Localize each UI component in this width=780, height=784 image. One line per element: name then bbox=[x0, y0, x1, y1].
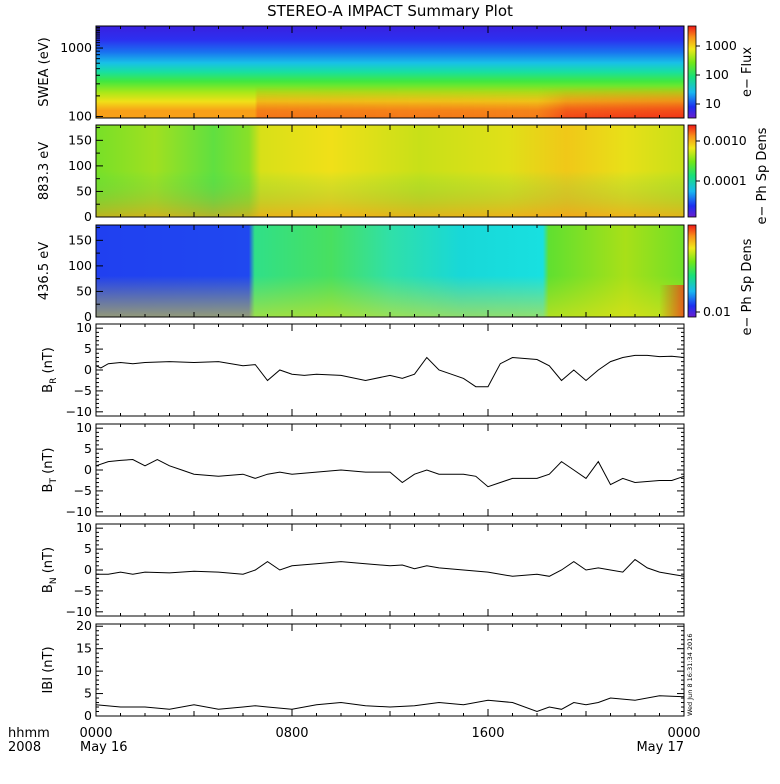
field-panel-1-y-label-unit: (nT) bbox=[41, 347, 56, 377]
spectrogram-1-y-tick-label: 1000 bbox=[60, 40, 92, 55]
field-panel-1-frame bbox=[95, 323, 685, 417]
field-panel-3-y-label-main: B bbox=[41, 584, 56, 593]
field-panel-3-y-label-unit: (nT) bbox=[41, 547, 56, 577]
generation-timestamp: Wed Jun 8 16:31:34 2016 bbox=[686, 634, 694, 716]
x-tick-time-label: 0000 bbox=[79, 726, 112, 741]
pitch-436-colorbar-tick-label: 0.01 bbox=[703, 304, 731, 319]
field-panel-4-y-tick-label: 20 bbox=[76, 618, 92, 633]
swea-colorbar-labels: 10 100 1000 e− Flux bbox=[696, 38, 755, 111]
field-panel-1-y-tick-label: −10 bbox=[66, 404, 92, 419]
spectrogram-2-y-tick-label: 100 bbox=[68, 158, 92, 173]
pitch-883-spectrogram-panel bbox=[96, 125, 684, 217]
field-panel-3-y-tick-label: −5 bbox=[74, 583, 92, 598]
spectrogram-2-y-axis: 0 50 100 150 883.3 eV bbox=[37, 127, 103, 224]
field-panel-3-y-tick-label: 10 bbox=[76, 520, 92, 535]
pitch-436-colorbar-labels: 0.01 e− Ph Sp Dens bbox=[696, 238, 755, 335]
pitch-883-colorbar-tick-label: 0.0010 bbox=[703, 133, 747, 148]
spectrogram-2-y-label: 883.3 eV bbox=[37, 142, 52, 200]
field-panel-3-y-tick-label: −10 bbox=[66, 604, 92, 619]
field-panel-2-y-label-sub: T bbox=[49, 478, 59, 485]
field-panel-1-y-label: BR (nT) bbox=[41, 347, 59, 393]
field-panel-1-y-tick-label: 10 bbox=[76, 320, 92, 335]
pitch-883-spectrogram-shading bbox=[96, 125, 684, 217]
field-panel-1-y-label-sub: R bbox=[49, 378, 59, 384]
field-panel-1-y-tick-label: 5 bbox=[84, 341, 92, 356]
x-axis-lead-label: 2008 bbox=[8, 740, 41, 755]
pitch-436-spectrogram-panel bbox=[96, 225, 684, 317]
x-tick-date-label: May 16 bbox=[80, 740, 128, 755]
field-panel-2-y-tick-label: 5 bbox=[84, 441, 92, 456]
spectrogram-3-y-axis: 0 50 100 150 436.5 eV bbox=[37, 227, 103, 324]
spectrogram-3-y-tick-label: 100 bbox=[68, 258, 92, 273]
field-panel-4-y-tick-label: 0 bbox=[84, 708, 92, 723]
field-panel-2-y-tick-label: 10 bbox=[76, 420, 92, 435]
field-panel-4-y-label-unit: (nT) bbox=[41, 646, 56, 676]
spectrogram-2-y-tick-label: 0 bbox=[84, 209, 92, 224]
pitch-883-colorbar bbox=[687, 124, 697, 218]
field-panel-3-y-axis: −10 −5 0 5 10 BN (nT) bbox=[41, 520, 684, 619]
pitch-436-spectrogram-corner bbox=[560, 285, 684, 317]
field-panel-2-y-label-main: B bbox=[41, 484, 56, 493]
field-panel-4-y-axis: 0 5 10 15 20 IBI (nT) bbox=[41, 618, 684, 723]
field-panel-4-y-tick-label: 10 bbox=[76, 663, 92, 678]
pitch-883-colorbar-label: e− Ph Sp Dens bbox=[755, 127, 770, 224]
field-panel-2-frame bbox=[95, 423, 685, 517]
x-tick-time-label: 0000 bbox=[667, 726, 700, 741]
pitch-436-colorbar bbox=[687, 224, 697, 318]
field-panel-1-y-tick-label: −5 bbox=[74, 383, 92, 398]
swea-spectrogram-shading bbox=[96, 26, 684, 118]
field-panel-3-frame bbox=[95, 523, 685, 617]
spectrogram-1-y-label: SWEA (eV) bbox=[37, 37, 52, 106]
swea-colorbar-tick-label: 10 bbox=[705, 96, 721, 111]
series-line-3 bbox=[96, 558, 685, 577]
field-panel-4-y-label-main: IBI bbox=[41, 677, 56, 694]
swea-spectrogram-panel bbox=[96, 26, 684, 118]
chart-title: STEREO-A IMPACT Summary Plot bbox=[267, 2, 513, 20]
field-panel-2-y-label-unit: (nT) bbox=[41, 448, 56, 478]
field-panel-4-y-tick-label: 15 bbox=[76, 641, 92, 656]
pitch-883-colorbar-tick-label: 0.0001 bbox=[703, 173, 747, 188]
series-line-1 bbox=[95, 354, 685, 388]
field-panel-2-y-tick-label: −5 bbox=[74, 483, 92, 498]
series-line-2 bbox=[95, 458, 685, 488]
field-panel-3-y-tick-label: 5 bbox=[84, 541, 92, 556]
spectrogram-3-y-tick-label: 0 bbox=[84, 309, 92, 324]
series-line-4 bbox=[95, 695, 685, 713]
spectrogram-3-y-tick-label: 150 bbox=[68, 232, 92, 247]
spectrogram-2-y-tick-label: 150 bbox=[68, 132, 92, 147]
field-panel-1-y-axis: −10 −5 0 5 10 BR (nT) bbox=[41, 320, 684, 419]
x-tick-time-label: 1600 bbox=[471, 726, 504, 741]
field-panel-4-frame bbox=[95, 623, 685, 717]
swea-colorbar bbox=[687, 25, 697, 119]
spectrogram-2-y-tick-label: 50 bbox=[76, 183, 92, 198]
field-panel-4-y-label: IBI (nT) bbox=[41, 646, 56, 693]
field-panel-3-y-label-sub: N bbox=[49, 577, 59, 584]
field-panel-2-y-axis: −10 −5 0 5 10 BT (nT) bbox=[41, 420, 684, 519]
swea-colorbar-tick-label: 1000 bbox=[705, 38, 737, 53]
swea-colorbar-label: e− Flux bbox=[740, 47, 755, 97]
x-tick-date-label: May 17 bbox=[636, 740, 684, 755]
x-axis-lead-label: hhmm bbox=[8, 726, 50, 741]
field-panel-1-y-label-main: B bbox=[41, 384, 56, 393]
field-panel-2-y-tick-label: −10 bbox=[66, 504, 92, 519]
spectrogram-3-y-label: 436.5 eV bbox=[37, 242, 52, 300]
field-panel-1-y-tick-label: 0 bbox=[84, 362, 92, 377]
spectrogram-1-y-tick-label: 100 bbox=[68, 108, 92, 123]
pitch-883-colorbar-labels: 0.0001 0.0010 e− Ph Sp Dens bbox=[696, 127, 770, 224]
spectrogram-1-y-axis: 100 1000 SWEA (eV) bbox=[37, 26, 103, 123]
field-panel-4-y-tick-label: 5 bbox=[84, 686, 92, 701]
pitch-436-colorbar-label: e− Ph Sp Dens bbox=[740, 238, 755, 335]
x-tick-time-label: 0800 bbox=[275, 726, 308, 741]
field-panel-3-y-tick-label: 0 bbox=[84, 562, 92, 577]
x-axis-labels: hhmm 2008 0000 0800 1600 0000 May 16 May… bbox=[8, 726, 701, 755]
field-panel-2-y-tick-label: 0 bbox=[84, 462, 92, 477]
field-panel-3-y-label: BN (nT) bbox=[41, 547, 59, 593]
field-panel-2-y-label: BT (nT) bbox=[41, 448, 59, 493]
swea-colorbar-tick-label: 100 bbox=[705, 67, 729, 82]
spectrogram-3-y-tick-label: 50 bbox=[76, 283, 92, 298]
